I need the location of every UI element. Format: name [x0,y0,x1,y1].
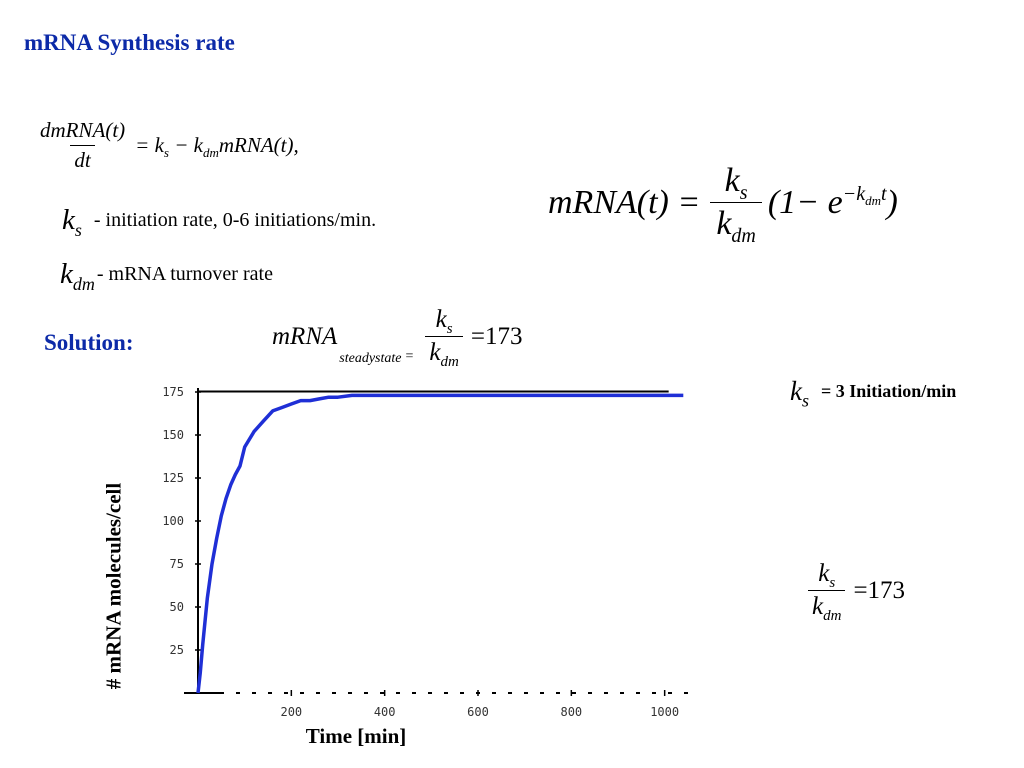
steady-den-sub: dm [440,354,459,370]
solution-lhs: mRNA(t) = [548,183,701,221]
solution-rhs-b: ) [886,183,898,221]
ks-symbol-sub: s [74,219,82,240]
x-tick-label: 200 [280,705,302,719]
x-tick-label: 400 [374,705,396,719]
ode-rhs-b: − k [168,133,203,157]
y-tick-label: 150 [162,428,184,442]
kdm-description: - mRNA turnover rate [96,263,273,285]
ratio-den-sym: k [812,593,824,620]
ode-rhs-b-sub: dm [202,145,219,161]
solution-exp-a: −k [842,183,866,206]
ks-symbol-k: k [62,204,75,236]
param-value: = 3 Initiation/min [821,381,957,401]
parameter-ks: ks = 3 Initiation/min [790,376,957,411]
mrna-curve [196,393,684,694]
steady-num-sym: k [435,306,447,333]
solution-exp-b: t [880,183,887,206]
x-tick-label: 1000 [650,705,679,719]
kdm-symbol-sub: dm [72,273,95,294]
x-tick-label: 800 [560,705,582,719]
param-symbol-sub: s [801,390,809,411]
ratio-numerator: ks [814,560,839,591]
ode-fraction: dmRNA(t) dt [36,118,129,173]
y-tick-label: 175 [162,385,184,399]
kdm-symbol: kdm [60,258,95,294]
solution-den-sub: dm [731,224,756,247]
ratio-den-sub: dm [823,608,842,624]
y-tick-label: 125 [162,471,184,485]
ratio-equation: ks kdm =173 [808,560,906,624]
y-tick-label: 25 [170,643,184,657]
solution-label: Solution: [44,330,134,355]
steady-small-eq: = [405,349,414,364]
steady-state-equation: mRNA steadystate = ks kdm =173 [272,306,523,370]
solution-rhs-a: (1− e [767,183,843,221]
solution-num-sym: k [724,162,740,199]
steady-fraction: ks kdm [425,306,463,370]
steady-rhs: =173 [470,322,523,350]
ks-symbol: ks [62,204,82,240]
solution-denominator: kdm [710,202,762,246]
ks-description: - initiation rate, 0-6 initiations/min. [93,209,377,231]
ode-rhs-a: = k [135,133,164,157]
solution-fraction: ks kdm [710,162,762,246]
ratio-denominator: kdm [808,590,846,624]
solution-equation: mRNA(t) = ks kdm (1− e−kdmt) [548,162,898,246]
param-symbol-k: k [790,376,802,406]
y-tick-label: 75 [170,557,184,571]
ratio-num-sym: k [818,560,830,587]
steady-den-sym: k [429,339,441,366]
page-title: mRNA Synthesis rate [24,30,235,55]
y-tick-label: 50 [170,600,184,614]
steady-lhs-sub: steadystate [339,351,402,366]
solution-rhs: (1− e−kdmt) [768,184,898,222]
definition-ks: ks - initiation rate, 0-6 initiations/mi… [62,204,377,240]
kdm-symbol-k: k [60,258,73,290]
solution-num-sub: s [739,181,748,204]
definition-kdm: kdm - mRNA turnover rate [60,258,273,294]
x-tick-label: 600 [467,705,489,719]
steady-lhs: mRNA [272,322,338,350]
solution-exponent: −kdmt [842,183,887,209]
y-axis-label: # mRNA molecules/cell [101,482,126,690]
steady-denominator: kdm [425,336,463,370]
param-symbol: ks [790,376,809,411]
ratio-fraction: ks kdm [808,560,846,624]
solution-den-sym: k [716,205,732,242]
ode-denominator: dt [70,145,95,173]
y-tick-label: 100 [162,514,184,528]
steady-numerator: ks [432,306,457,337]
steady-num-sub: s [446,321,453,337]
x-axis-label: Time [min] [305,724,407,748]
ode-numerator: dmRNA(t) [40,118,126,142]
ode-rhs: = ks − kdmmRNA(t), [135,133,299,161]
ode-equation: dmRNA(t) dt = ks − kdmmRNA(t), [36,118,299,173]
ode-rhs-a-sub: s [163,145,169,161]
ratio-rhs: =173 [853,576,906,604]
solution-numerator: ks [719,162,754,204]
solution-exp-sub: dm [865,193,881,209]
ratio-num-sub: s [829,575,836,591]
ode-rhs-c: mRNA(t), [218,133,299,157]
